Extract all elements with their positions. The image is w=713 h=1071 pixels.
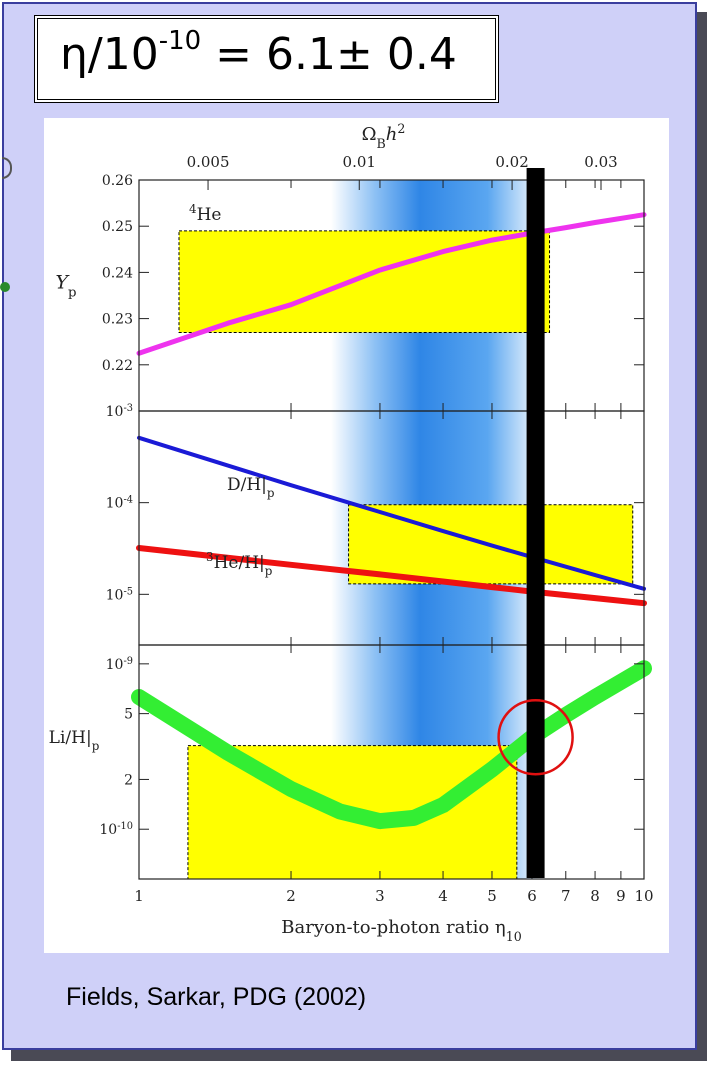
x-axis-label: Baryon-to-photon ratio η10 (281, 917, 521, 944)
equation-symbol: η/10 (60, 29, 159, 80)
curve-dhp (137, 435, 646, 591)
equation-text: η/10-10 = 6.1± 0.4 (60, 26, 457, 80)
top-axis-tick-label: 0.01 (343, 153, 376, 171)
observation-box-0 (178, 230, 551, 333)
y-tick-label-he4: 0.23 (102, 312, 133, 328)
x-tick-label: 9 (616, 887, 626, 905)
y-tick-label-he4: 0.22 (102, 358, 133, 374)
equation-value: = 6.1± 0.4 (201, 29, 457, 80)
y-axis-label-li: Li/H|p (49, 728, 100, 753)
y-tick-label-he4: 0.25 (102, 219, 133, 235)
chart-svg: 1 2 3 4 5 6 7 8 9 10 Baryon-to-photon ratio η10 0.0… (49, 121, 654, 944)
y-tick-label-li: 5 (124, 707, 133, 723)
x-tick-label: 7 (561, 887, 571, 905)
eta-marker-bar (526, 168, 545, 878)
x-tick-label: 6 (527, 887, 537, 905)
y-tick-label-li: 10-10 (99, 821, 133, 839)
x-tick-label: 3 (375, 887, 385, 905)
y-tick-label-dh: 10-4 (106, 494, 133, 512)
x-tick-label: 4 (438, 887, 448, 905)
y-tick-label-li: 10-9 (106, 655, 133, 673)
highlight-circle (497, 698, 574, 776)
equation-exponent: -10 (158, 26, 202, 57)
y-tick-label-he4: 0.26 (102, 173, 133, 189)
citation-text: Fields, Sarkar, PDG (2002) (66, 983, 367, 1011)
x-tick-label: 2 (286, 887, 296, 905)
y-tick-label-dh: 10-5 (106, 586, 133, 604)
y-tick-label-dh: 10-3 (106, 403, 133, 421)
x-tick-label: 5 (487, 887, 497, 905)
top-axis-label: ΩBh2 (362, 121, 406, 151)
series-label-dh: D/H|p (227, 475, 275, 500)
y-tick-label-li: 2 (124, 772, 133, 788)
series-label-he4: 4He (189, 202, 221, 225)
offscreen-bullet-fragment (2, 157, 12, 179)
x-tick-label: 8 (590, 887, 600, 905)
curve-4he (136, 212, 647, 356)
x-tick-label: 10 (634, 887, 653, 905)
panel-frame-2 (138, 644, 645, 880)
offscreen-bullet-dot (0, 282, 10, 292)
curve-7li (131, 660, 652, 830)
y-tick-label-he4: 0.24 (102, 265, 133, 281)
series-label-he3h: 3He/H|p (206, 550, 273, 578)
top-axis-tick-label: 0.005 (187, 153, 230, 171)
bbn-chart: 1 2 3 4 5 6 7 8 9 10 Baryon-to-photon ratio η10 0.0… (44, 118, 669, 953)
y-axis-label-yp: Yp (55, 272, 76, 301)
top-axis-tick-label: 0.02 (495, 153, 528, 171)
curve-3hehp (136, 545, 647, 607)
x-tick-label: 1 (134, 887, 144, 905)
equation-box: η/10-10 = 6.1± 0.4 (34, 15, 499, 103)
top-axis-tick-label: 0.03 (584, 153, 617, 171)
